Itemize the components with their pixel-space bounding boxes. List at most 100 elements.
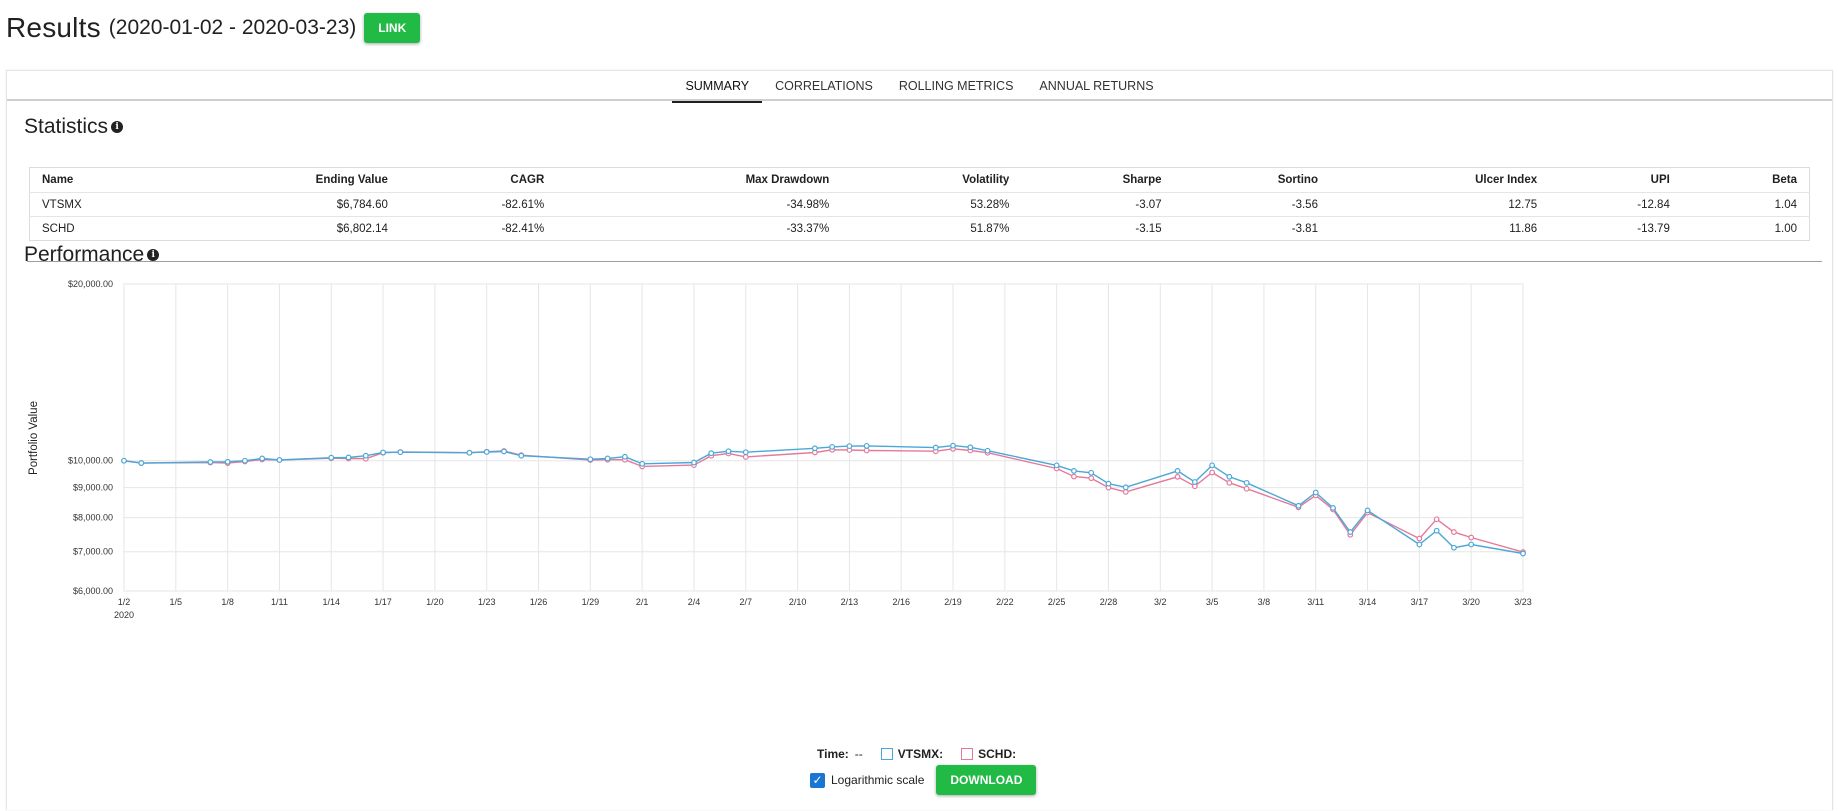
x-tick-label: 1/29	[582, 597, 600, 607]
table-cell: SCHD	[42, 222, 75, 235]
tab-bar: SUMMARY CORRELATIONS ROLLING METRICS ANN…	[7, 71, 1832, 103]
x-tick-label: 2/22	[996, 597, 1014, 607]
data-point-vtsmx	[121, 457, 127, 464]
tab-correlations[interactable]: CORRELATIONS	[775, 79, 873, 93]
data-point-vtsmx	[1347, 529, 1354, 535]
performance-title: Performance	[24, 243, 145, 266]
tab-summary[interactable]: SUMMARY	[672, 73, 763, 103]
data-point-vtsmx	[1226, 473, 1233, 480]
plot-area	[123, 283, 1524, 592]
statistics-heading: Statistics i	[24, 115, 124, 139]
y-tick-label: $20,000.00	[68, 279, 113, 289]
x-tick-label: 3/23	[1514, 597, 1532, 607]
legend-label: VTSMX:	[897, 747, 944, 761]
data-point-vtsmx	[863, 442, 870, 449]
legend-label: SCHD:	[978, 747, 1017, 761]
data-point-vtsmx	[1191, 479, 1198, 485]
table-cell: -33.37%	[786, 222, 830, 235]
data-point-vtsmx	[708, 450, 715, 457]
data-point-schd	[1174, 473, 1181, 480]
table-cell: 1.04	[1681, 192, 1810, 217]
x-tick-label: 2/13	[841, 597, 859, 607]
log-scale-checkbox[interactable]: ✓	[810, 772, 825, 788]
data-point-vtsmx	[846, 443, 853, 450]
performance-heading: Performance i	[24, 243, 160, 267]
results-card: SUMMARY CORRELATIONS ROLLING METRICS ANN…	[6, 70, 1833, 810]
chart-controls: ✓ Logarithmic scale DOWNLOAD	[810, 765, 1037, 795]
y-tick-label: $7,000.00	[73, 547, 113, 557]
x-tick-label: 2/28	[1100, 597, 1118, 607]
table-cell: $6,802.14	[336, 222, 388, 235]
table-row: VTSMX $6,784.60 -82.61% -34.98% 53.28% -…	[29, 192, 1810, 217]
x-tick-label: 3/20	[1462, 597, 1480, 607]
tab-annual-returns[interactable]: ANNUAL RETURNS	[1039, 79, 1154, 93]
column-header: Ulcer Index	[1329, 167, 1550, 193]
statistics-title: Statistics	[24, 115, 109, 138]
x-tick-label: 3/14	[1359, 597, 1377, 607]
x-tick-label: 2/7	[740, 597, 753, 607]
data-point-schd	[1226, 479, 1233, 486]
series-line-vtsmx	[123, 444, 1524, 555]
data-point-schd	[1209, 469, 1216, 476]
info-icon[interactable]: i	[147, 249, 160, 261]
data-point-vtsmx	[501, 448, 507, 455]
x-tick-label: 1/8	[221, 597, 234, 607]
table-header-row: Name Ending Value CAGR Max Drawdown Vola…	[29, 167, 1810, 193]
column-header: Ending Value	[163, 167, 400, 193]
data-point-schd	[1451, 529, 1457, 535]
data-point-vtsmx	[725, 448, 732, 455]
tab-rolling-metrics[interactable]: ROLLING METRICS	[898, 79, 1014, 93]
data-point-vtsmx	[1053, 462, 1060, 469]
data-point-schd	[863, 447, 870, 454]
x-tick-label: 1/20	[426, 597, 444, 607]
data-point-vtsmx	[138, 460, 145, 466]
x-year-label: 2020	[114, 610, 134, 620]
series-line-schd	[123, 448, 1524, 553]
data-point-vtsmx	[932, 444, 939, 451]
performance-chart[interactable]: 1/2 1/5 1/8 1/11 1/14 1/17 1/20 1/23 1/26 1/29 2/1…	[7, 71, 1834, 811]
x-tick-label: 1/14	[322, 597, 340, 607]
y-tick-label: $6,000.00	[73, 586, 113, 596]
legend-item-vtsmx[interactable]: VTSMX:	[880, 747, 944, 761]
results-header: Results (2020-01-02 - 2020-03-23) LINK	[6, 8, 421, 48]
y-axis-title: Portfolio Value	[28, 401, 40, 475]
data-point-vtsmx	[362, 452, 369, 459]
data-point-vtsmx	[207, 459, 214, 465]
download-button[interactable]: DOWNLOAD	[936, 765, 1037, 795]
data-point-vtsmx	[1209, 462, 1216, 469]
table-cell: -82.61%	[399, 192, 557, 217]
data-point-vtsmx	[483, 449, 490, 455]
data-point-vtsmx	[466, 449, 473, 456]
info-icon[interactable]: i	[111, 121, 124, 133]
data-point-vtsmx	[345, 454, 352, 461]
date-range: (2020-01-02 - 2020-03-23)	[108, 16, 357, 39]
column-header: Beta	[1681, 167, 1810, 193]
data-point-vtsmx	[1088, 469, 1095, 476]
table-cell: 12.75	[1329, 192, 1550, 217]
legend-item-schd[interactable]: SCHD:	[961, 747, 1016, 761]
data-point-vtsmx	[1295, 502, 1302, 509]
legend-time-label: Time:	[817, 747, 849, 761]
data-point-vtsmx	[1330, 505, 1336, 511]
table-row: SCHD $6,802.14 -82.41% -33.37% 51.87% -3…	[30, 217, 1810, 241]
data-point-schd	[1243, 485, 1250, 492]
data-point-schd	[1122, 488, 1129, 495]
data-point-vtsmx	[397, 449, 404, 456]
x-tick-label: 3/17	[1411, 597, 1429, 607]
data-point-vtsmx	[1174, 467, 1181, 474]
data-point-vtsmx	[1468, 541, 1475, 548]
data-point-vtsmx	[1520, 550, 1526, 557]
x-tick-label: 1/11	[271, 597, 288, 607]
legend-time: Time: --	[817, 747, 863, 761]
data-point-vtsmx	[587, 456, 594, 463]
log-scale-label: Logarithmic scale	[831, 773, 925, 787]
link-button[interactable]: LINK	[364, 13, 421, 43]
column-header: Volatility	[841, 167, 1022, 193]
table-cell: 51.87%	[970, 222, 1010, 235]
data-point-vtsmx	[950, 442, 956, 449]
column-header: Max Drawdown	[556, 167, 842, 193]
x-tick-label: 2/4	[688, 597, 701, 607]
table-cell: 53.28%	[841, 192, 1022, 217]
data-point-vtsmx	[639, 460, 646, 467]
statistics-table: Name Ending Value CAGR Max Drawdown Vola…	[29, 167, 1810, 241]
